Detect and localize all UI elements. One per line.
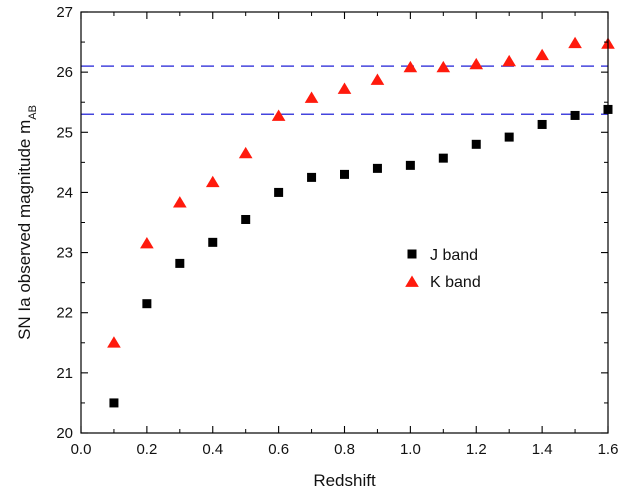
data-point-triangle	[107, 336, 121, 348]
series-k-band	[107, 36, 615, 348]
data-point-square	[372, 163, 382, 173]
x-tick-label: 0.6	[268, 441, 289, 458]
data-point-square	[438, 153, 448, 163]
y-tick-label: 23	[56, 245, 73, 262]
plot-area-frame	[80, 11, 609, 434]
legend-item-k-band: K band	[405, 274, 481, 291]
legend-label-j-band: J band	[430, 247, 478, 264]
data-point-triangle	[502, 54, 517, 67]
legend-label-k-band: K band	[430, 274, 481, 291]
y-tick-label: 25	[56, 124, 73, 141]
data-point-square	[208, 237, 218, 247]
data-point-square	[109, 398, 119, 408]
x-tick-label: 0.0	[71, 441, 92, 458]
data-point-triangle	[568, 36, 582, 49]
data-point-triangle	[205, 175, 220, 188]
legend: J band K band	[405, 247, 481, 291]
y-tick-label: 24	[56, 184, 73, 201]
data-point-square	[504, 132, 514, 142]
data-point-triangle	[238, 146, 253, 159]
data-point-triangle	[436, 60, 451, 73]
reference-lines	[81, 65, 608, 115]
data-point-triangle	[271, 109, 286, 121]
legend-marker-j-band	[407, 249, 417, 259]
x-tick-label: 0.8	[334, 441, 355, 458]
y-tick-label: 20	[56, 425, 73, 442]
data-point-square	[570, 110, 580, 120]
x-tick-label: 1.6	[598, 441, 619, 458]
axis-ticks: 0.0 0.2 0.4 0.6 0.8 1.0 1.2 1.4 1.6 20 21 22 23 24 25 2…	[56, 4, 618, 458]
y-axis-title: SN Ia observed magnitude mAB	[15, 105, 39, 340]
data-point-square	[307, 172, 317, 182]
series-j-band	[109, 104, 613, 408]
y-tick-label: 27	[56, 4, 73, 21]
x-tick-label: 1.4	[532, 441, 553, 458]
data-point-square	[537, 119, 547, 129]
x-tick-label: 1.2	[466, 441, 487, 458]
legend-marker-k-band	[405, 275, 419, 287]
y-tick-label: 22	[56, 305, 73, 322]
data-point-triangle	[469, 57, 484, 70]
data-point-square	[241, 214, 251, 224]
data-marks	[107, 36, 615, 408]
data-point-triangle	[304, 91, 319, 103]
y-tick-label: 26	[56, 64, 73, 81]
data-point-square	[471, 139, 481, 149]
x-axis-title: Redshift	[313, 471, 376, 490]
data-point-square	[405, 160, 415, 170]
legend-item-j-band: J band	[407, 247, 478, 264]
data-point-triangle	[403, 60, 418, 73]
data-point-square	[175, 258, 185, 268]
data-point-triangle	[535, 48, 549, 61]
x-tick-label: 0.2	[136, 441, 157, 458]
data-point-triangle	[370, 73, 385, 85]
x-tick-label: 0.4	[202, 441, 223, 458]
y-axis-title-subscript: AB	[27, 105, 39, 120]
y-tick-label: 21	[56, 365, 73, 382]
data-point-triangle	[140, 237, 154, 249]
data-point-square	[142, 299, 152, 309]
data-point-triangle	[337, 82, 352, 94]
data-point-square	[274, 187, 284, 197]
data-point-square	[340, 169, 349, 179]
y-axis-title-main: SN Ia observed magnitude m	[15, 120, 34, 340]
data-point-triangle	[172, 196, 187, 208]
x-tick-label: 1.0	[400, 441, 421, 458]
